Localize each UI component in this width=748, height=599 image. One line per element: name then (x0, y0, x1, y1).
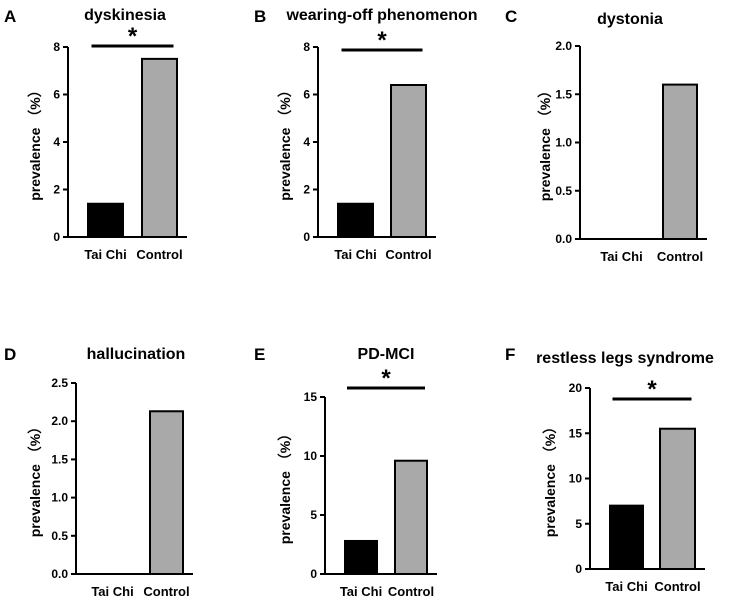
y-tick-label: 4 (53, 135, 60, 149)
panel-letter: D (4, 345, 16, 364)
x-tick-label: Tai Chi (84, 247, 126, 262)
x-tick-label: Tai Chi (340, 584, 382, 599)
y-axis-label: prevalence （%） (27, 83, 43, 201)
y-tick-label: 8 (53, 40, 60, 54)
x-tick-label: Tai Chi (334, 247, 376, 262)
x-tick-label: Control (657, 249, 703, 264)
x-tick-label: Control (143, 584, 189, 599)
bar-control (390, 84, 427, 238)
chart-panel-e: E PD-MCI 0 5 10 15 Tai Chi Control prevalence （%… (254, 345, 437, 599)
x-tick-label: Control (385, 247, 431, 262)
y-tick-label: 1.0 (51, 491, 68, 505)
y-axis-label: prevalence （%） (537, 84, 553, 202)
y-axis-label: prevalence （%） (27, 420, 43, 538)
x-tick-label: Control (136, 247, 182, 262)
x-tick-label: Tai Chi (91, 584, 133, 599)
y-tick-label: 10 (569, 472, 583, 486)
bar-tai-chi (609, 504, 644, 570)
y-tick-label: 20 (569, 381, 583, 395)
y-tick-label: 2 (303, 183, 310, 197)
y-tick-label: 0 (575, 562, 582, 576)
y-tick-label: 1.5 (555, 87, 572, 101)
significance-star: * (647, 376, 657, 403)
y-tick-label: 0 (310, 567, 317, 581)
bar-control (662, 83, 698, 240)
bar-control (394, 459, 428, 575)
y-tick-label: 2.0 (555, 39, 572, 53)
y-tick-label: 2.0 (51, 414, 68, 428)
bar-tai-chi (344, 539, 378, 576)
bar-control (149, 410, 184, 575)
y-tick-label: 0.0 (555, 232, 572, 246)
y-tick-label: 10 (304, 449, 318, 463)
bar-tai-chi (87, 202, 124, 238)
chart-title: restless legs syndrome (536, 350, 714, 367)
y-axis-label: prevalence （%） (277, 83, 293, 201)
y-tick-label: 1.0 (555, 136, 572, 150)
significance-star: * (381, 365, 391, 392)
y-tick-label: 0.5 (555, 184, 572, 198)
x-tick-label: Tai Chi (605, 579, 647, 594)
y-tick-label: 5 (310, 508, 317, 522)
x-tick-label: Control (654, 579, 700, 594)
y-tick-label: 15 (569, 426, 583, 440)
chart-title: dyskinesia (84, 7, 166, 24)
y-tick-label: 15 (304, 390, 318, 404)
y-tick-label: 5 (575, 517, 582, 531)
x-tick-label: Tai Chi (600, 249, 642, 264)
panel-letter: C (505, 7, 517, 26)
y-tick-label: 6 (53, 88, 60, 102)
bar-control (141, 57, 178, 238)
chart-title: PD-MCI (358, 346, 415, 363)
y-axis-label: prevalence （%） (277, 427, 293, 545)
panel-letter: A (4, 7, 16, 26)
y-tick-label: 2 (53, 183, 60, 197)
panel-letter: B (254, 7, 266, 26)
y-tick-label: 4 (303, 135, 310, 149)
significance-star: * (377, 27, 387, 54)
bar-tai-chi (337, 202, 374, 238)
y-tick-label: 0 (303, 230, 310, 244)
y-tick-label: 0.0 (51, 567, 68, 581)
chart-title: hallucination (87, 346, 186, 363)
significance-star: * (128, 23, 138, 50)
bar-control (659, 427, 696, 570)
panel-letter: E (254, 345, 265, 364)
y-tick-label: 0.5 (51, 529, 68, 543)
y-tick-label: 6 (303, 88, 310, 102)
y-tick-label: 0 (53, 230, 60, 244)
x-tick-label: Control (388, 584, 434, 599)
y-tick-label: 8 (303, 40, 310, 54)
chart-title: wearing-off phenomenon (285, 7, 477, 24)
y-tick-label: 2.5 (51, 376, 68, 390)
chart-title: dystonia (597, 11, 663, 28)
y-tick-label: 1.5 (51, 452, 68, 466)
panel-letter: F (505, 345, 515, 364)
y-axis-label: prevalence （%） (542, 420, 558, 538)
